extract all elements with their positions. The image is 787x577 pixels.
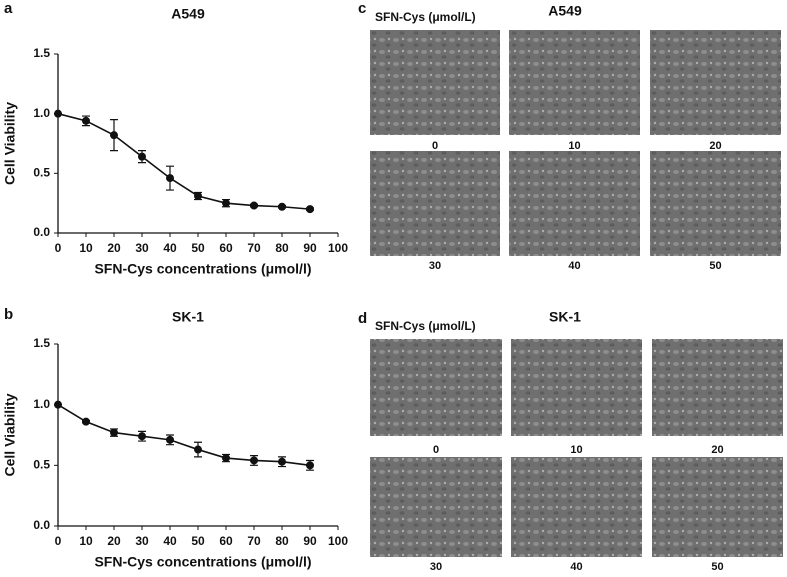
y-axis-label: Cell Viability bbox=[2, 393, 18, 476]
x-axis-label: SFN-Cys concentrations (μmol/l) bbox=[94, 261, 311, 277]
data-point bbox=[166, 435, 174, 444]
data-point bbox=[54, 109, 62, 118]
panel-letter: c bbox=[358, 0, 366, 17]
data-point bbox=[250, 456, 258, 465]
x-tick-label: 90 bbox=[303, 534, 317, 548]
image-label: 0 bbox=[432, 140, 438, 152]
x-tick-label: 40 bbox=[163, 241, 177, 255]
data-line bbox=[57, 403, 311, 467]
y-tick-label: 0.5 bbox=[33, 458, 50, 472]
image-label: 20 bbox=[709, 140, 721, 152]
x-tick-label: 50 bbox=[191, 534, 205, 548]
micrograph bbox=[370, 457, 502, 557]
x-tick-label: 10 bbox=[79, 241, 93, 255]
chart-title: SK-1 bbox=[172, 309, 204, 325]
data-point bbox=[166, 174, 174, 183]
x-tick-label: 90 bbox=[303, 241, 317, 255]
micrograph bbox=[511, 339, 642, 436]
x-tick-label: 100 bbox=[328, 534, 348, 548]
micrograph bbox=[509, 30, 640, 135]
panel-letter: b bbox=[4, 306, 13, 323]
panel-title: SK-1 bbox=[549, 309, 581, 325]
image-label: 20 bbox=[711, 444, 723, 456]
x-tick-label: 30 bbox=[135, 241, 149, 255]
data-line bbox=[57, 112, 311, 210]
data-point bbox=[306, 205, 314, 214]
y-tick-label: 0.0 bbox=[33, 518, 50, 532]
micrograph bbox=[652, 339, 783, 436]
chart-title: A549 bbox=[171, 6, 205, 22]
micrograph bbox=[650, 30, 781, 135]
y-axis-label: Cell Viability bbox=[2, 102, 18, 185]
x-tick-label: 0 bbox=[55, 241, 62, 255]
panel-title: A549 bbox=[548, 3, 582, 19]
image-label: 50 bbox=[711, 561, 723, 573]
data-point bbox=[82, 116, 90, 125]
x-axis-label: SFN-Cys concentrations (μmol/l) bbox=[94, 554, 311, 570]
data-point bbox=[110, 428, 118, 437]
data-point bbox=[250, 201, 258, 210]
x-tick-label: 60 bbox=[219, 241, 233, 255]
data-point bbox=[278, 202, 286, 211]
x-tick-label: 20 bbox=[107, 241, 121, 255]
y-tick-label: 1.0 bbox=[33, 397, 50, 411]
panel-subtitle: SFN-Cys (μmol/L) bbox=[375, 319, 476, 333]
micrograph bbox=[511, 457, 642, 557]
x-tick-label: 30 bbox=[135, 534, 149, 548]
micrograph bbox=[650, 151, 781, 256]
image-label: 0 bbox=[433, 444, 439, 456]
x-tick-label: 10 bbox=[79, 534, 93, 548]
panel-letter: a bbox=[4, 0, 13, 17]
micrograph bbox=[509, 151, 640, 256]
image-label: 10 bbox=[568, 140, 580, 152]
data-point bbox=[138, 152, 146, 161]
image-label: 30 bbox=[429, 260, 441, 272]
y-tick-label: 0.5 bbox=[33, 166, 50, 180]
data-point bbox=[82, 417, 90, 426]
micrograph bbox=[370, 339, 502, 436]
data-point bbox=[110, 131, 118, 140]
x-tick-label: 80 bbox=[275, 241, 289, 255]
x-tick-label: 0 bbox=[55, 534, 62, 548]
y-tick-label: 1.5 bbox=[33, 336, 50, 350]
panel-subtitle: SFN-Cys (μmol/L) bbox=[375, 10, 476, 24]
micrograph bbox=[370, 151, 500, 256]
x-tick-label: 70 bbox=[247, 534, 261, 548]
x-tick-label: 40 bbox=[163, 534, 177, 548]
data-point bbox=[54, 400, 62, 409]
image-label: 50 bbox=[709, 260, 721, 272]
x-tick-label: 80 bbox=[275, 534, 289, 548]
y-tick-label: 1.0 bbox=[33, 106, 50, 120]
image-label: 30 bbox=[430, 561, 442, 573]
data-point bbox=[222, 454, 230, 463]
image-label: 10 bbox=[570, 444, 582, 456]
data-point bbox=[278, 457, 286, 466]
image-label: 40 bbox=[570, 561, 582, 573]
data-point bbox=[138, 432, 146, 441]
x-tick-label: 50 bbox=[191, 241, 205, 255]
micrograph bbox=[370, 30, 500, 135]
data-point bbox=[306, 461, 314, 470]
data-point bbox=[194, 192, 202, 201]
x-tick-label: 20 bbox=[107, 534, 121, 548]
data-point bbox=[222, 199, 230, 208]
micrograph bbox=[652, 457, 783, 557]
image-label: 40 bbox=[568, 260, 580, 272]
data-point bbox=[194, 445, 202, 454]
y-tick-label: 1.5 bbox=[33, 46, 50, 60]
x-tick-label: 70 bbox=[247, 241, 261, 255]
y-tick-label: 0.0 bbox=[33, 225, 50, 239]
x-tick-label: 60 bbox=[219, 534, 233, 548]
x-tick-label: 100 bbox=[328, 241, 348, 255]
panel-letter: d bbox=[358, 310, 367, 327]
